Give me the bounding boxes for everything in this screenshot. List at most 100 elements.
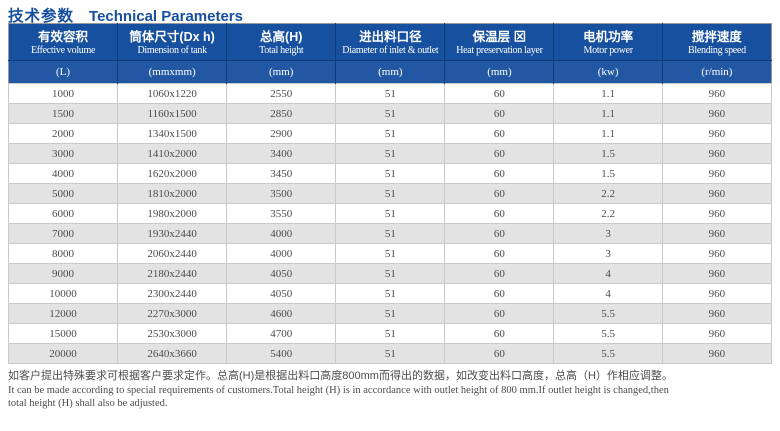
column-header-zh: 搅拌速度 [691, 30, 742, 44]
table-row: 1000 1060x1220 2550 51 60 1.1 960 [7, 83, 773, 104]
table-cell: 2060x2440 [117, 243, 228, 264]
table-cell: 3 [553, 223, 663, 244]
table-cell: 60 [444, 223, 555, 244]
table-row: 5000 1810x2000 3500 51 60 2.2 960 [7, 183, 773, 204]
column-header-7: 搅拌速度 Blending speed [661, 23, 772, 61]
table-cell: 5.5 [553, 303, 663, 324]
column-header-en: Dimension of tank [137, 45, 207, 56]
table-cell: 1.5 [553, 163, 663, 184]
table-cell: 12000 [7, 303, 119, 324]
column-header-zh: 总高(H) [260, 30, 303, 44]
table-cell: 60 [444, 203, 555, 224]
table-cell: 2000 [7, 123, 119, 144]
column-unit-4: (mm) [335, 60, 445, 84]
table-cell: 960 [661, 183, 773, 204]
table-cell: 6000 [7, 203, 119, 224]
table-cell: 51 [335, 163, 446, 184]
table-cell: 4000 [226, 243, 337, 264]
column-header-zh: 进出料口径 [359, 30, 422, 44]
table-cell: 60 [444, 303, 555, 324]
column-header-zh: 电机功率 [583, 30, 634, 44]
page: 技术参数 Technical Parameters 有效容积 Effective v… [7, 0, 773, 410]
table-cell: 60 [444, 323, 555, 344]
table-cell: 4050 [226, 283, 337, 304]
table-cell: 51 [335, 223, 446, 244]
table-cell: 1.1 [553, 103, 663, 124]
header-name-row: 有效容积 Effective volume 筒体尺寸(Dx h) Dimension … [8, 23, 772, 61]
table-cell: 60 [444, 83, 555, 104]
table-cell: 960 [661, 263, 773, 284]
table-cell: 60 [444, 143, 555, 164]
table-cell: 60 [444, 183, 555, 204]
table-cell: 51 [335, 283, 446, 304]
table-cell: 7000 [7, 223, 119, 244]
table-cell: 5.5 [553, 323, 663, 344]
column-header-en: Motor power [583, 45, 634, 56]
table-cell: 2640x3660 [117, 343, 228, 364]
table-cell: 3400 [226, 143, 337, 164]
table-cell: 1.1 [553, 123, 663, 144]
table-row: 2000 1340x1500 2900 51 60 1.1 960 [7, 123, 773, 144]
table-cell: 1980x2000 [117, 203, 228, 224]
column-unit-2: (mmxmm) [117, 60, 227, 84]
table-row: 10000 2300x2440 4050 51 60 4 960 [7, 283, 773, 304]
table-cell: 960 [661, 303, 773, 324]
table-cell: 2530x3000 [117, 323, 228, 344]
footnote-english-line2: total height (H) shall also be adjusted. [8, 398, 168, 409]
table-cell: 960 [661, 83, 773, 104]
table-cell: 2.2 [553, 203, 663, 224]
table-cell: 2270x3000 [117, 303, 228, 324]
table-row: 3000 1410x2000 3400 51 60 1.5 960 [7, 143, 773, 164]
table-cell: 5400 [226, 343, 337, 364]
footnote: 如客户提出特殊要求可根据客户要求定作。总高(H)是根据出料口高度800mm而得出… [8, 369, 772, 410]
table-cell: 51 [335, 143, 446, 164]
table-cell: 20000 [7, 343, 119, 364]
column-header-1: 有效容积 Effective volume [8, 23, 118, 61]
column-unit-1: (L) [8, 60, 118, 84]
table-cell: 8000 [7, 243, 119, 264]
table-row: 20000 2640x3660 5400 51 60 5.5 960 [7, 343, 773, 364]
column-unit-6: (kw) [553, 60, 663, 84]
table-cell: 1340x1500 [117, 123, 228, 144]
page-title-en: Technical Parameters [89, 8, 243, 25]
column-header-en: Blending speed [688, 45, 746, 56]
column-header-6: 电机功率 Motor power [553, 23, 663, 61]
column-header-5: 保温层 ⊠ Heat preservation layer [444, 23, 554, 61]
column-header-en: Effective volume [30, 45, 96, 56]
table-cell: 4600 [226, 303, 337, 324]
table-cell: 51 [335, 323, 446, 344]
table-cell: 60 [444, 343, 555, 364]
table-cell: 60 [444, 163, 555, 184]
table-cell: 4050 [226, 263, 337, 284]
table-cell: 51 [335, 103, 446, 124]
table-header: 有效容积 Effective volume 筒体尺寸(Dx h) Dimension … [8, 23, 772, 84]
table-cell: 960 [661, 243, 773, 264]
table-cell: 2300x2440 [117, 283, 228, 304]
table-cell: 960 [661, 343, 773, 364]
table-cell: 51 [335, 83, 446, 104]
table-cell: 51 [335, 263, 446, 284]
table-cell: 2550 [226, 83, 337, 104]
table-cell: 960 [661, 163, 773, 184]
table-cell: 960 [661, 103, 773, 124]
table-cell: 960 [661, 323, 773, 344]
table-cell: 4 [553, 263, 663, 284]
page-title: 技术参数 Technical Parameters [8, 0, 772, 25]
table-cell: 960 [661, 223, 773, 244]
column-header-zh: 筒体尺寸(Dx h) [129, 30, 215, 44]
table-cell: 4700 [226, 323, 337, 344]
header-unit-row: (L) (mmxmm) (mm) (mm) (mm) (kw) (r/min) [8, 60, 772, 84]
table-cell: 1.5 [553, 143, 663, 164]
page-title-zh: 技术参数 [8, 8, 75, 25]
table-cell: 1000 [7, 83, 119, 104]
table-row: 1500 1160x1500 2850 51 60 1.1 960 [7, 103, 773, 124]
table-cell: 960 [661, 203, 773, 224]
column-header-zh: 保温层 ⊠ [472, 30, 527, 44]
table-row: 8000 2060x2440 4000 51 60 3 960 [7, 243, 773, 264]
table-cell: 1810x2000 [117, 183, 228, 204]
table-cell: 60 [444, 243, 555, 264]
table-cell: 15000 [7, 323, 119, 344]
table-cell: 2180x2440 [117, 263, 228, 284]
table-cell: 51 [335, 183, 446, 204]
column-header-2: 筒体尺寸(Dx h) Dimension of tank [117, 23, 227, 61]
